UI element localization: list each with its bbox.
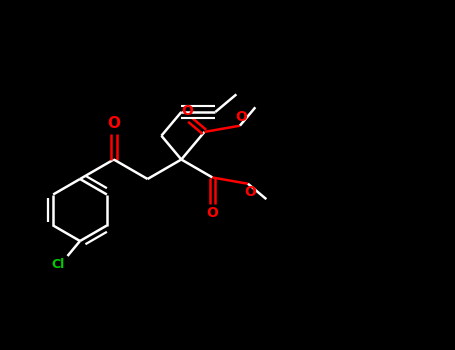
Text: O: O (207, 206, 218, 220)
Text: Cl: Cl (52, 258, 65, 271)
Text: O: O (107, 116, 120, 131)
Text: O: O (182, 104, 193, 118)
Text: O: O (236, 110, 248, 124)
Text: O: O (244, 185, 256, 199)
